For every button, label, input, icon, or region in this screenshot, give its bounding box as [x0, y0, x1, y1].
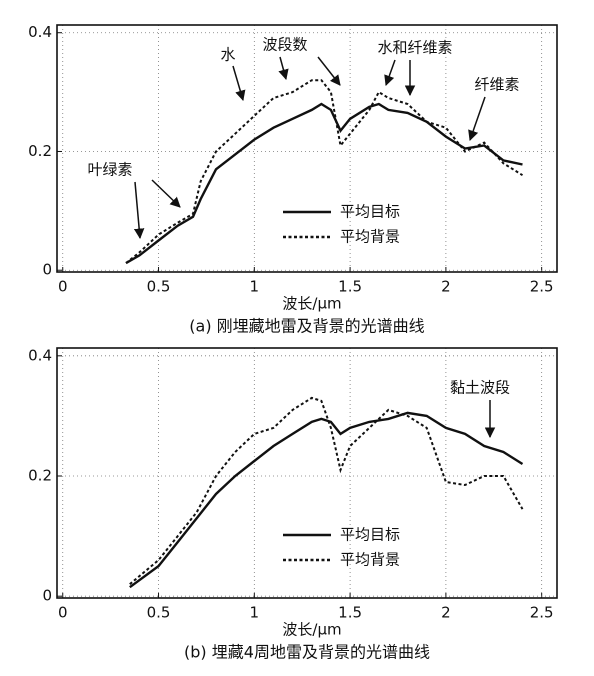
series-line	[129, 396, 524, 585]
annotation-arrow	[133, 181, 145, 240]
x-tick-label: 2	[441, 604, 451, 622]
y-tick-label: 0	[42, 261, 52, 279]
y-tick-label: 0.4	[28, 23, 52, 41]
annotation: 叶绿素	[87, 161, 132, 179]
x-tick-label: 2	[441, 278, 451, 296]
annotation: 波段数	[262, 36, 307, 54]
annotation: 水	[220, 46, 235, 64]
series-line	[125, 102, 523, 265]
annotation-arrow	[278, 56, 289, 81]
plot-frame	[56, 24, 558, 273]
x-tick-label: 1.5	[338, 278, 362, 296]
annotation: 水和纤维素	[377, 39, 452, 57]
caption: (b) 埋藏4周地雷及背景的光谱曲线	[184, 643, 430, 662]
y-tick-label: 0	[42, 587, 52, 605]
x-tick-label: 0	[58, 604, 68, 622]
annotation: 纤维素	[474, 76, 519, 94]
x-tick-label: 2.5	[530, 604, 554, 622]
annotation-arrow	[232, 65, 246, 102]
x-tick-label: 1.5	[338, 604, 362, 622]
series-line	[129, 411, 524, 589]
plot-frame	[56, 347, 558, 599]
legend-label: 平均目标	[340, 526, 400, 544]
legend-label: 平均目标	[340, 203, 400, 221]
x-axis-label: 波长/μm	[282, 295, 341, 313]
x-tick-label: 0.5	[147, 278, 171, 296]
x-axis-label: 波长/μm	[282, 621, 341, 639]
y-tick-label: 0.2	[28, 467, 52, 485]
x-tick-label: 2.5	[530, 278, 554, 296]
x-tick-label: 1	[250, 604, 260, 622]
y-tick-label: 0.4	[28, 346, 52, 364]
annotation-arrow	[468, 96, 486, 141]
x-tick-label: 0	[58, 278, 68, 296]
annotation-arrow	[151, 179, 181, 208]
legend-label: 平均背景	[340, 551, 400, 569]
y-tick-label: 0.2	[28, 142, 52, 160]
annotation: 黏土波段	[450, 379, 510, 397]
series-line	[125, 79, 524, 264]
legend-label: 平均背景	[340, 228, 400, 246]
annotation-arrow	[384, 59, 396, 86]
caption: (a) 刚埋藏地雷及背景的光谱曲线	[189, 317, 424, 336]
x-tick-label: 0.5	[147, 604, 171, 622]
annotation-arrow	[317, 56, 341, 86]
x-tick-label: 1	[250, 278, 260, 296]
